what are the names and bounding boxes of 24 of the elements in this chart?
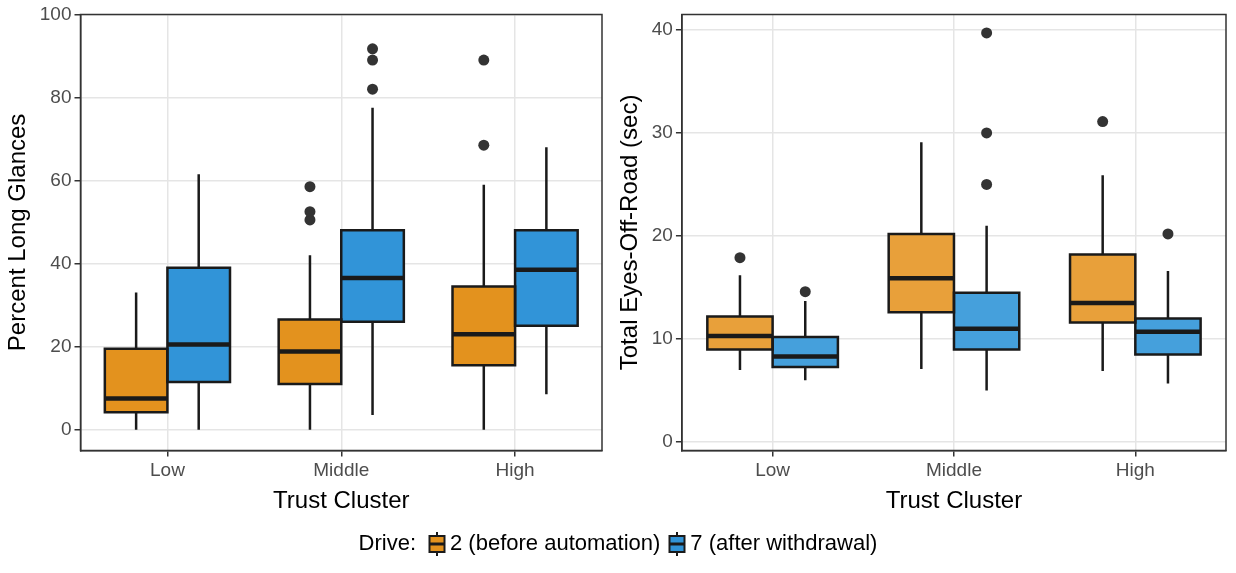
x-tick-label: Middle bbox=[925, 459, 982, 481]
y-axis-title: Total Eyes-Off-Road (sec) bbox=[615, 94, 643, 371]
x-tick-label: High bbox=[495, 459, 535, 481]
x-tick-label: High bbox=[1115, 459, 1155, 481]
legend-label: 7 (after withdrawal) bbox=[690, 530, 878, 555]
x-tick-label: Low bbox=[149, 459, 186, 481]
x-tick-label: Low bbox=[755, 459, 791, 481]
y-tick-label: 60 bbox=[50, 168, 72, 190]
y-tick-label: 0 bbox=[60, 417, 72, 439]
legend-label: 2 (before automation) bbox=[450, 530, 661, 555]
y-tick-label: 20 bbox=[50, 334, 72, 356]
y-tick-label: 10 bbox=[651, 327, 673, 349]
y-tick-label: 30 bbox=[651, 121, 673, 143]
x-axis-title: Trust Cluster bbox=[885, 486, 1023, 514]
x-tick-label: Middle bbox=[313, 459, 370, 481]
y-tick-label: 0 bbox=[662, 430, 673, 452]
legend-title: Drive: bbox=[358, 530, 417, 555]
y-tick-label: 20 bbox=[651, 224, 673, 246]
y-tick-label: 40 bbox=[50, 251, 72, 273]
x-axis-title: Trust Cluster bbox=[273, 486, 410, 514]
y-tick-label: 40 bbox=[651, 18, 673, 40]
y-axis-title: Percent Long Glances bbox=[3, 113, 31, 352]
y-tick-label: 100 bbox=[39, 2, 72, 24]
y-tick-label: 80 bbox=[50, 85, 72, 107]
